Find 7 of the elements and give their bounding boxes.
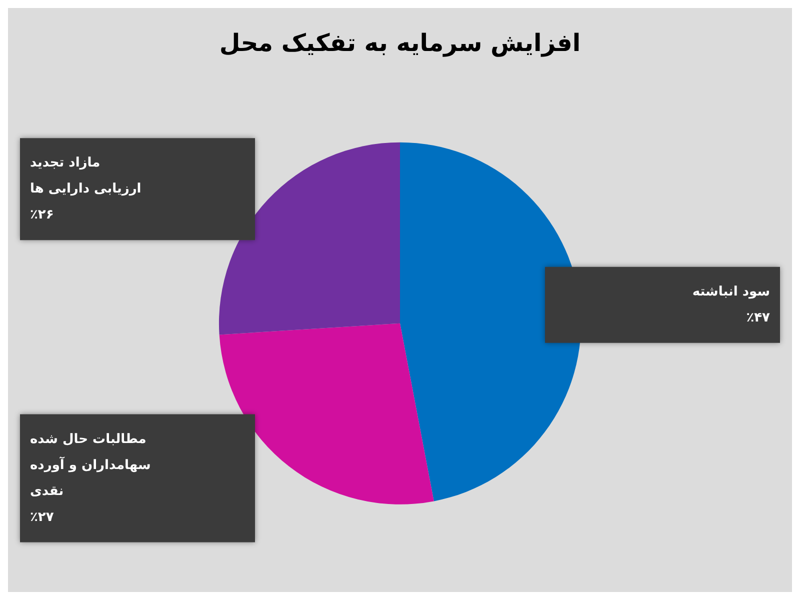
chart-title: افزایش سرمایه به تفکیک محل [219, 29, 581, 57]
data-label: ٪۴۷ [746, 310, 770, 326]
data-label: ٪۲۷ [30, 510, 54, 525]
slice-label: مطالبات حال شده سهامداران و آورده نقدی [30, 432, 156, 499]
data-label: ٪۲۶ [30, 208, 54, 223]
slice-label: سود انباشته [692, 284, 770, 300]
slice-label: مازاد تجدید ارزیابی دارایی ها [30, 156, 142, 197]
